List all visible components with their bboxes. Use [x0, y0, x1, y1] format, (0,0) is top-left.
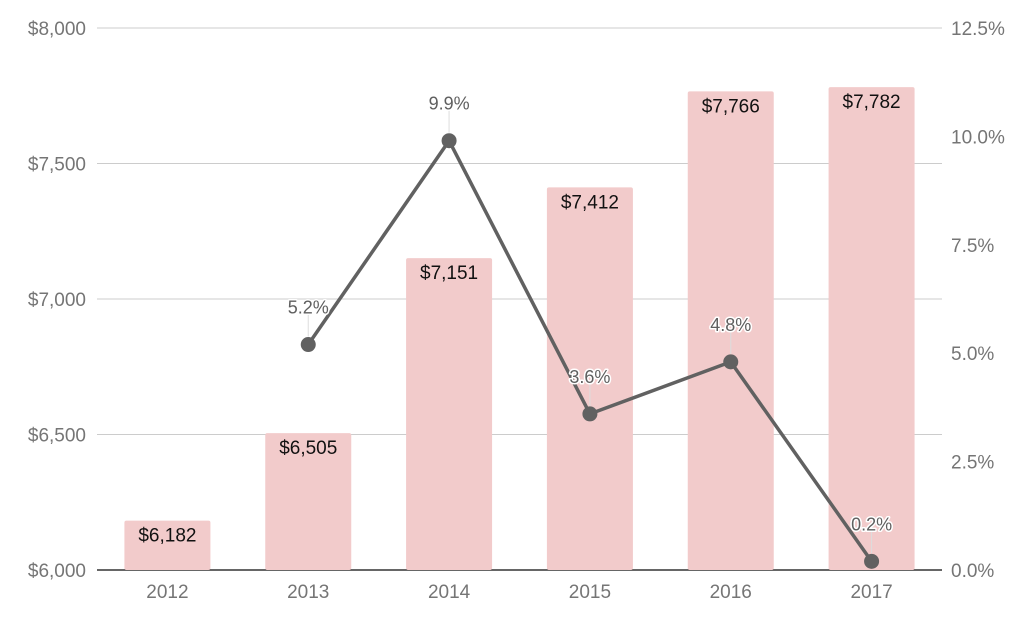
bar-2013	[265, 433, 352, 570]
bar-2017	[828, 87, 915, 570]
bar-value-label: $7,151	[420, 263, 478, 284]
line-series	[300, 110, 880, 569]
right-axis-tick-label: 10.0%	[951, 127, 1005, 148]
right-axis-tick-label: 5.0%	[951, 344, 994, 365]
bar-2015	[546, 187, 633, 570]
line-point-2016	[723, 354, 739, 370]
x-axis-tick-label: 2012	[146, 582, 188, 603]
line-point-2014	[441, 133, 457, 149]
bar-2016	[687, 91, 774, 570]
x-axis-tick-label: 2015	[569, 582, 611, 603]
line-point-label: 3.6%	[569, 367, 610, 387]
x-axis-tick-label: 2014	[428, 582, 471, 603]
bar-2012	[124, 520, 211, 570]
line-point-label: 9.9%	[429, 94, 470, 114]
right-axis-tick-label: 2.5%	[951, 453, 994, 474]
bar-series	[124, 87, 915, 570]
bar-value-label: $7,782	[843, 92, 901, 113]
chart-labels: $6,000 $6,500 $7,000 $7,500 $8,000 0.0% 2.5% 5.…	[28, 19, 1005, 603]
right-axis-tick-label: 7.5%	[951, 236, 994, 257]
line-point-label: 4.8%	[710, 315, 751, 335]
line-point-2015	[582, 406, 598, 422]
bar-value-label: $6,505	[279, 438, 337, 459]
line-point-2013	[300, 337, 316, 353]
gridlines	[97, 27, 942, 571]
x-axis-tick-label: 2013	[287, 582, 329, 603]
line-point-2017	[864, 553, 880, 569]
line-point-label: 5.2%	[288, 298, 329, 318]
right-axis-tick-label: 0.0%	[951, 561, 994, 582]
left-axis-tick-label: $8,000	[28, 19, 86, 40]
bar-2014	[406, 258, 493, 570]
right-axis-tick-label: 12.5%	[951, 19, 1005, 40]
line-point-label: 0.2%	[851, 514, 892, 534]
bar-value-label: $7,766	[702, 96, 760, 117]
bar-value-label: $6,182	[138, 526, 196, 547]
bar-value-label: $7,412	[561, 192, 619, 213]
left-axis-tick-label: $7,500	[28, 155, 86, 176]
x-axis-tick-label: 2016	[710, 582, 752, 603]
x-axis-tick-label: 2017	[850, 582, 892, 603]
left-axis-tick-label: $6,500	[28, 426, 86, 447]
left-axis-tick-label: $6,000	[28, 561, 86, 582]
left-axis-tick-label: $7,000	[28, 290, 86, 311]
